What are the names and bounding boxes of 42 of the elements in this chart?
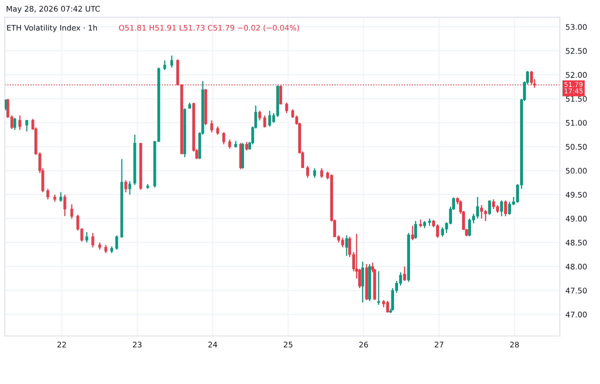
candlestick [504, 200, 507, 217]
candlestick [411, 225, 414, 241]
candlestick [441, 226, 444, 238]
candlestick [345, 234, 348, 257]
candlestick [163, 60, 166, 71]
candlestick [85, 231, 88, 244]
candlestick [25, 120, 28, 132]
candlestick [63, 194, 66, 217]
candlestick [268, 110, 272, 128]
candlestick [18, 114, 22, 130]
candlestick [13, 117, 16, 130]
candlestick [115, 234, 118, 250]
candlestick [170, 55, 174, 68]
candlestick [59, 192, 62, 202]
candlestick [377, 270, 380, 306]
candlestick [508, 201, 511, 216]
candlestick [70, 204, 74, 220]
candlestick [46, 188, 50, 200]
candlestick [386, 300, 390, 313]
candlestick [222, 132, 226, 145]
candlestick [480, 204, 483, 220]
candlestick [488, 200, 491, 216]
candlestick [241, 142, 244, 170]
candlestick [91, 232, 94, 248]
candlestick [313, 168, 316, 178]
candlestick [468, 218, 471, 237]
candlestick [414, 220, 418, 240]
candlestick [476, 196, 479, 220]
candlestick [500, 200, 503, 217]
candlestick [403, 266, 406, 282]
candlestick [258, 110, 262, 121]
candlestick [263, 114, 266, 128]
candlestick [492, 198, 495, 210]
candlestick [306, 165, 310, 178]
candlestick [320, 168, 324, 178]
candlestick [128, 180, 132, 196]
candlestick [361, 261, 364, 304]
candlestick [436, 224, 439, 238]
candlestick [228, 138, 232, 150]
candlestick [484, 209, 487, 222]
candlestick [285, 102, 288, 114]
candlestick [341, 237, 344, 248]
